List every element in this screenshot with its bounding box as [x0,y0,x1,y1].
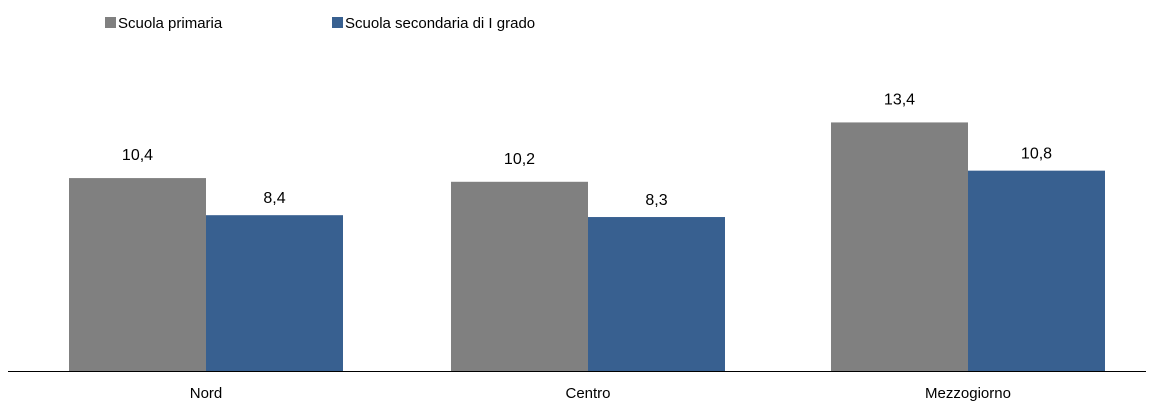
bar-centro-series-1 [588,217,725,371]
bar-nord-series-1 [206,215,343,371]
legend-swatch-1 [332,17,343,28]
value-label-centro-series-1: 8,3 [645,192,667,209]
bar-nord-series-0 [69,178,206,371]
x-tick-labels-group: Nord Centro Mezzogiorno [190,385,1011,402]
value-label-mezzogiorno-series-1: 10,8 [1021,146,1052,163]
bar-mezzogiorno-series-0 [831,122,968,372]
legend-label-1: Scuola secondaria di I grado [345,15,535,32]
value-labels-group: 10,4 8,4 10,2 8,3 13,4 10,8 [122,91,1052,209]
bar-mezzogiorno-series-1 [968,170,1105,371]
legend: Scuola primaria Scuola secondaria di I gr… [105,15,535,32]
legend-swatch-0 [105,17,116,28]
value-label-mezzogiorno-series-0: 13,4 [884,91,915,108]
x-tick-label-centro: Centro [565,385,610,402]
bar-centro-series-0 [451,181,588,371]
value-label-nord-series-1: 8,4 [263,190,285,207]
x-tick-label-mezzogiorno: Mezzogiorno [925,385,1011,402]
legend-label-0: Scuola primaria [118,15,223,32]
x-tick-label-nord: Nord [190,385,223,402]
value-label-centro-series-0: 10,2 [504,151,535,168]
value-label-nord-series-0: 10,4 [122,147,153,164]
bars-group [69,122,1105,372]
